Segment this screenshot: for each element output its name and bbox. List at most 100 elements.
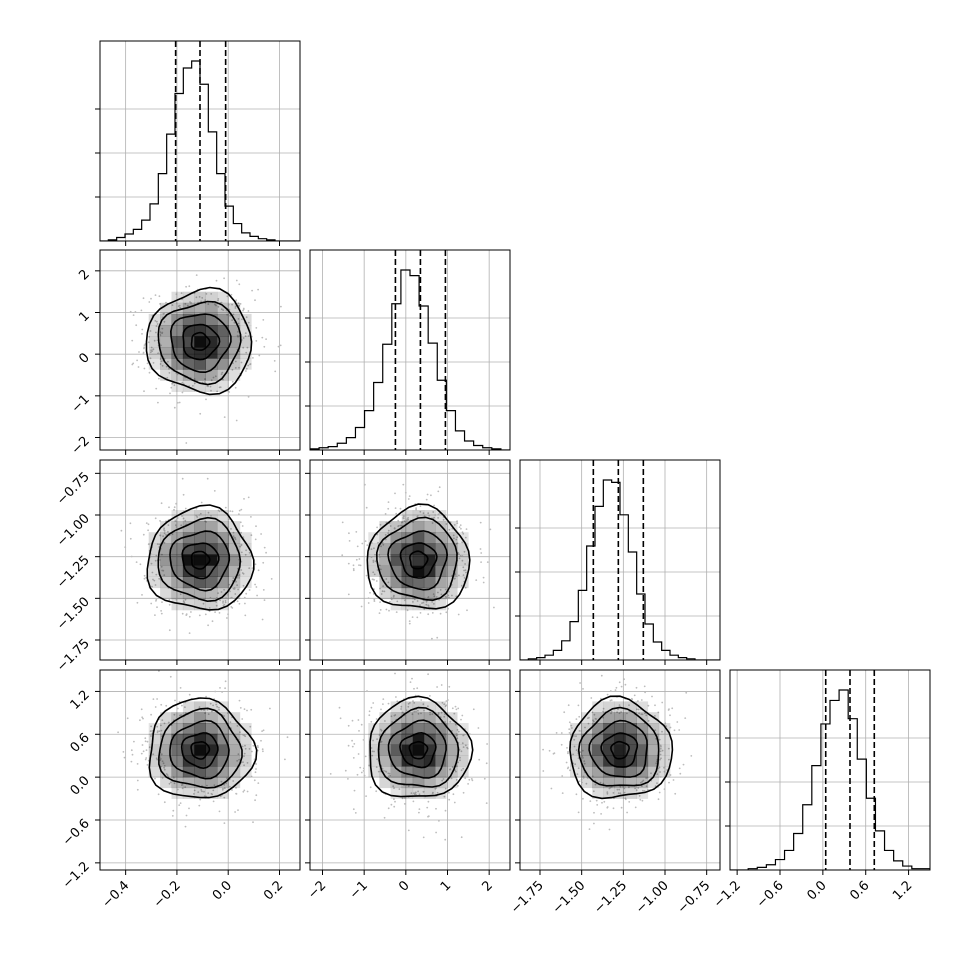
scatter-point [156, 725, 159, 728]
scatter-point [610, 699, 613, 701]
scatter-point [143, 367, 146, 370]
scatter-point [671, 707, 674, 710]
scatter-point [201, 297, 204, 299]
scatter-point [659, 758, 661, 761]
scatter-point [466, 747, 469, 750]
density-cell [390, 543, 402, 555]
scatter-point [370, 720, 373, 723]
scatter-point [435, 831, 437, 834]
scatter-point [445, 611, 448, 614]
scatter-point [453, 537, 455, 540]
density-cell [390, 565, 402, 577]
scatter-point [157, 793, 160, 796]
scatter-point [229, 510, 232, 512]
density-cell [446, 744, 458, 756]
scatter-point [480, 561, 482, 563]
density-cell [412, 733, 425, 745]
scatter-point [228, 785, 231, 788]
scatter-point [173, 782, 176, 785]
scatter-point [573, 738, 576, 741]
x-tick-label: 1.2 [890, 878, 915, 903]
scatter-point [390, 715, 393, 718]
scatter-point [600, 674, 603, 677]
axes-frame [99, 40, 301, 242]
scatter-point [375, 766, 378, 768]
scatter-point [257, 288, 259, 291]
scatter-point [379, 609, 382, 611]
scatter-point [451, 766, 454, 768]
density-cell [182, 766, 195, 778]
density-cell [435, 733, 447, 745]
scatter-point [156, 323, 159, 325]
density-cell [614, 712, 626, 724]
scatter-point [393, 787, 395, 789]
density-cell [603, 766, 615, 778]
scatter-point [394, 800, 396, 803]
density-cell [217, 302, 229, 315]
panel-3-1: −2 −1 0 1 2 [305, 669, 511, 902]
x-tick-label: −0.2 [151, 878, 184, 911]
scatter-point [363, 774, 366, 777]
contour-1 [182, 323, 221, 361]
scatter-point [245, 549, 248, 552]
scatter-point [181, 381, 184, 384]
scatter-point [602, 716, 604, 719]
density-cell [457, 532, 469, 544]
scatter-point [459, 759, 461, 762]
density-cell [446, 712, 458, 724]
scatter-point [616, 788, 619, 791]
scatter-point [486, 743, 488, 745]
scatter-point [447, 594, 450, 597]
scatter-point [351, 739, 353, 742]
scatter-point [575, 735, 577, 737]
scatter-point [234, 538, 237, 541]
density-cell [182, 336, 195, 348]
scatter-point [359, 564, 362, 567]
scatter-point [416, 687, 419, 690]
scatter-point [380, 740, 383, 743]
scatter-point [247, 496, 250, 499]
scatter-point [407, 829, 410, 832]
scatter-point [209, 702, 212, 705]
scatter-point [244, 614, 247, 617]
scatter-point [171, 304, 174, 306]
scatter-point [567, 751, 569, 753]
scatter-point [654, 729, 657, 731]
scatter-point [365, 795, 367, 797]
scatter-point [668, 758, 670, 761]
scatter-point [168, 372, 171, 374]
scatter-point [232, 531, 235, 534]
density-cell [581, 712, 593, 724]
density-grid [148, 510, 252, 611]
scatter-point [196, 516, 199, 518]
density-cell [239, 723, 252, 735]
scatter-point [159, 363, 162, 365]
scatter-point [181, 391, 184, 394]
scatter-point [234, 386, 237, 389]
scatter-point [642, 789, 644, 792]
scatter-point [451, 707, 454, 710]
scatter-point [174, 699, 176, 702]
scatter-point [129, 310, 132, 313]
density-cell [435, 543, 447, 555]
scatter-point [582, 757, 584, 759]
scatter-point [242, 337, 245, 339]
density-cell [647, 723, 660, 735]
scatter-point [608, 828, 611, 831]
scatter-point [609, 690, 612, 692]
scatter-point [155, 331, 157, 334]
scatter-point [255, 763, 258, 765]
scatter-point [150, 735, 152, 737]
contour-0 [409, 550, 429, 570]
scatter-point [578, 715, 581, 718]
scatter-point [154, 559, 157, 562]
scatter-point [162, 535, 165, 538]
density-cell [412, 565, 425, 577]
scatter-point [444, 838, 447, 841]
scatter-point [242, 572, 245, 575]
scatter-point [357, 753, 360, 755]
scatter-point [647, 720, 650, 722]
scatter-point [426, 806, 429, 809]
scatter-point [160, 610, 163, 612]
